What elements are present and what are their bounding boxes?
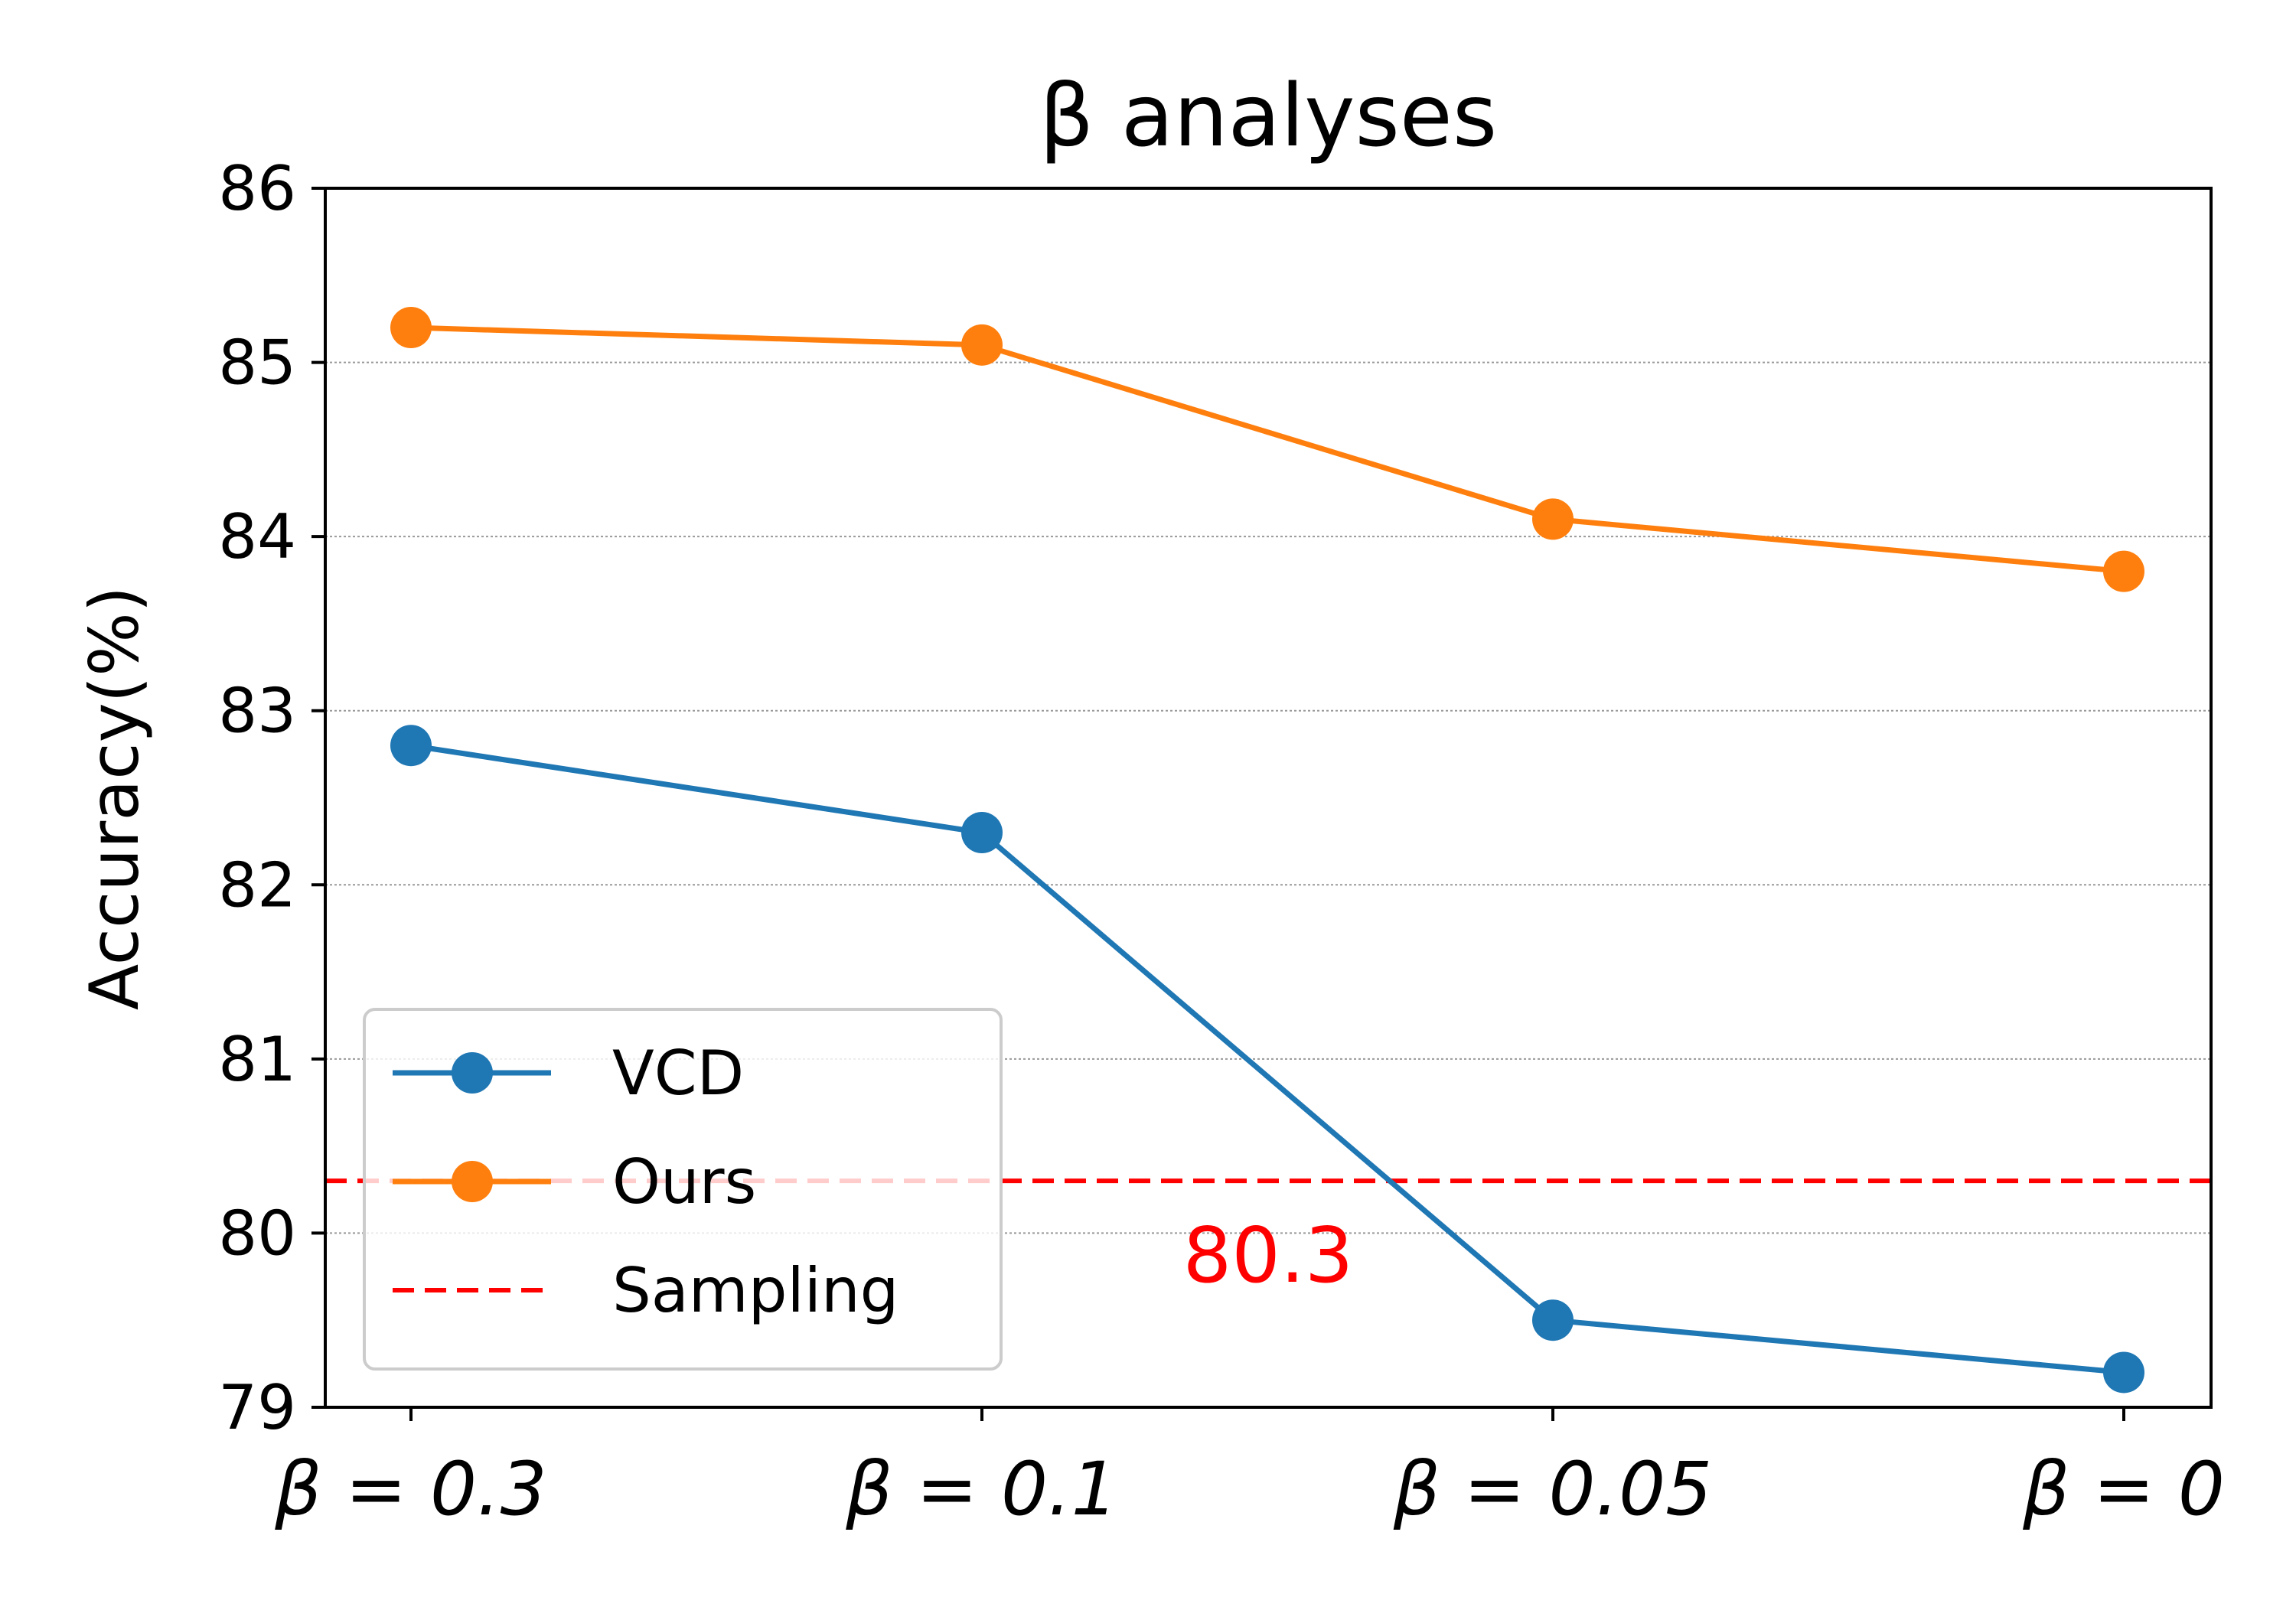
chart-title: β analyses (1039, 67, 1497, 166)
y-tick-label-1: 80 (218, 1198, 296, 1269)
series-line-vcd (410, 742, 2125, 1375)
legend-marker-vcd (452, 1052, 493, 1094)
reference-line-group: 80.3 (325, 1178, 2211, 1300)
x-tick-label-3: β = 0 (2022, 1446, 2225, 1532)
series-group (390, 307, 2144, 1393)
y-axis-title: Accuracy(%) (75, 586, 154, 1010)
point-vcd-1 (961, 812, 1003, 854)
legend-box (363, 1008, 1003, 1371)
point-vcd-2 (1532, 1299, 1574, 1341)
legend-label-ours: Ours (612, 1146, 756, 1217)
point-ours-2 (1532, 498, 1574, 540)
point-vcd-3 (2103, 1351, 2144, 1393)
x-tick-label-1: β = 0.1 (845, 1446, 1117, 1532)
point-ours-0 (390, 307, 432, 349)
y-tick-label-3: 82 (218, 849, 296, 921)
y-tick-label-5: 84 (218, 501, 296, 572)
x-tick-label-2: β = 0.05 (1393, 1446, 1712, 1532)
point-ours-3 (2103, 550, 2144, 592)
plot-frame (324, 187, 2213, 1409)
series-line-ours (410, 324, 2125, 575)
legend-label-sampling: Sampling (612, 1255, 899, 1326)
y-tick-label-6: 85 (218, 328, 296, 399)
reference-line-label: 80.3 (1183, 1211, 1354, 1300)
point-ours-1 (961, 324, 1003, 366)
axes: 79 80 81 82 83 84 85 86 β = 0.3 β = 0.1 β = 0.05 β … (218, 153, 2225, 1532)
y-tick-label-4: 83 (218, 676, 296, 747)
legend-label-vcd: VCD (612, 1038, 744, 1109)
y-tick-label-7: 86 (218, 153, 296, 224)
y-tick-label-2: 81 (218, 1024, 296, 1095)
legend: VCD Ours Sampling (363, 1008, 1003, 1371)
y-tick-label-0: 79 (218, 1372, 296, 1443)
x-tick-label-0: β = 0.3 (274, 1446, 546, 1532)
point-vcd-0 (390, 725, 432, 767)
legend-marker-ours (452, 1161, 493, 1202)
